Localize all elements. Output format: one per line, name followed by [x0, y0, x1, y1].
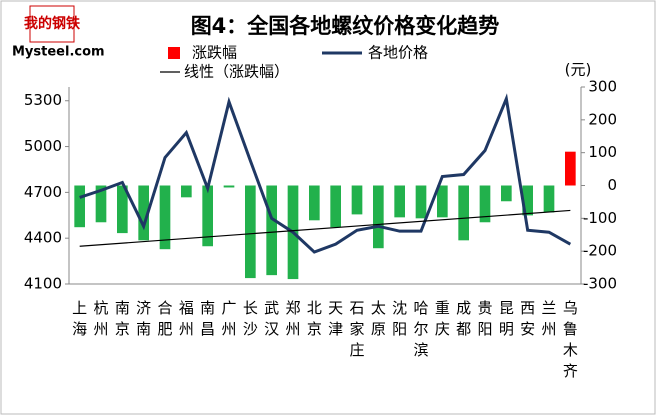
bar: [394, 185, 405, 218]
y2-tick-label: -200: [583, 242, 617, 260]
legend-label: 线性（涨跌幅）: [184, 63, 289, 81]
y2-tick-label: 300: [588, 78, 617, 96]
bar: [202, 185, 213, 247]
y-tick-label: 4700: [24, 183, 62, 201]
price-line: [79, 93, 572, 254]
bar: [373, 185, 384, 249]
chart-title: 图4：全国各地螺纹价格变化趋势: [191, 14, 500, 38]
x-tick-label: 北京: [307, 299, 322, 338]
bar: [501, 185, 512, 202]
bar: [351, 185, 363, 215]
x-tick-label: 杭州: [93, 299, 108, 338]
bar: [74, 185, 85, 228]
bar: [117, 185, 128, 234]
bar: [95, 185, 107, 223]
x-tick-label: 天津: [328, 299, 343, 338]
x-tick-label: 济南: [136, 299, 151, 338]
bar: [245, 185, 256, 279]
logo-box: [29, 5, 75, 43]
y2-tick-label: 0: [607, 176, 617, 194]
bar: [458, 185, 469, 241]
x-tick-label: 上海: [72, 299, 87, 338]
y-tick-label: 4400: [24, 229, 62, 247]
bar: [543, 185, 555, 213]
bar: [522, 185, 533, 216]
x-tick-label: 成都: [456, 299, 471, 338]
x-tick-label: 贵阳: [477, 299, 492, 338]
x-tick-label: 重庆: [435, 299, 450, 338]
bar: [159, 185, 171, 250]
x-tick-label: 合肥: [157, 299, 172, 338]
x-tick-label: 郑州: [285, 299, 300, 338]
x-tick-label: 南京: [115, 299, 130, 338]
y2-tick-label: 100: [588, 143, 617, 161]
y-tick-label: 5300: [24, 91, 62, 109]
bar: [565, 151, 576, 186]
legend-label: 各地价格: [368, 44, 428, 62]
bar: [138, 185, 149, 241]
x-tick-label: 武汉: [264, 299, 279, 338]
logo-cn: 我的钢铁: [24, 15, 80, 32]
bar: [223, 185, 235, 188]
trend-line: [79, 209, 571, 247]
legend-swatch: [168, 47, 180, 59]
x-tick-label: 太原: [371, 299, 386, 338]
x-tick-label: 南昌: [200, 299, 215, 338]
y-tick-label: 4100: [24, 275, 62, 293]
x-tick-label: 石家庄: [349, 299, 364, 359]
unit-label: (元): [565, 61, 592, 79]
x-tick-label: 福州: [179, 299, 194, 338]
bar: [181, 185, 192, 198]
y2-tick-label: 200: [588, 110, 617, 128]
x-tick-label: 昆明: [499, 299, 514, 338]
x-tick-label: 哈尔滨: [413, 299, 428, 359]
bar: [479, 185, 491, 223]
x-tick-label: 长沙: [243, 299, 258, 338]
y2-tick-label: -100: [583, 209, 617, 227]
x-tick-label: 西安: [520, 299, 535, 338]
legend-label: 涨跌幅: [192, 44, 237, 62]
logo-en: Mysteel.com: [12, 45, 105, 60]
bar: [330, 185, 341, 228]
x-tick-label: 兰州: [541, 299, 556, 338]
bar: [266, 185, 277, 276]
x-tick-label: 广州: [221, 299, 236, 338]
y-tick-label: 5000: [24, 137, 62, 155]
x-tick-label: 沈阳: [392, 299, 407, 338]
bar: [309, 185, 320, 221]
bar: [415, 185, 427, 219]
bar: [437, 185, 448, 218]
y2-tick-label: -300: [583, 275, 617, 293]
x-tick-label: 乌鲁木齐: [563, 299, 578, 380]
